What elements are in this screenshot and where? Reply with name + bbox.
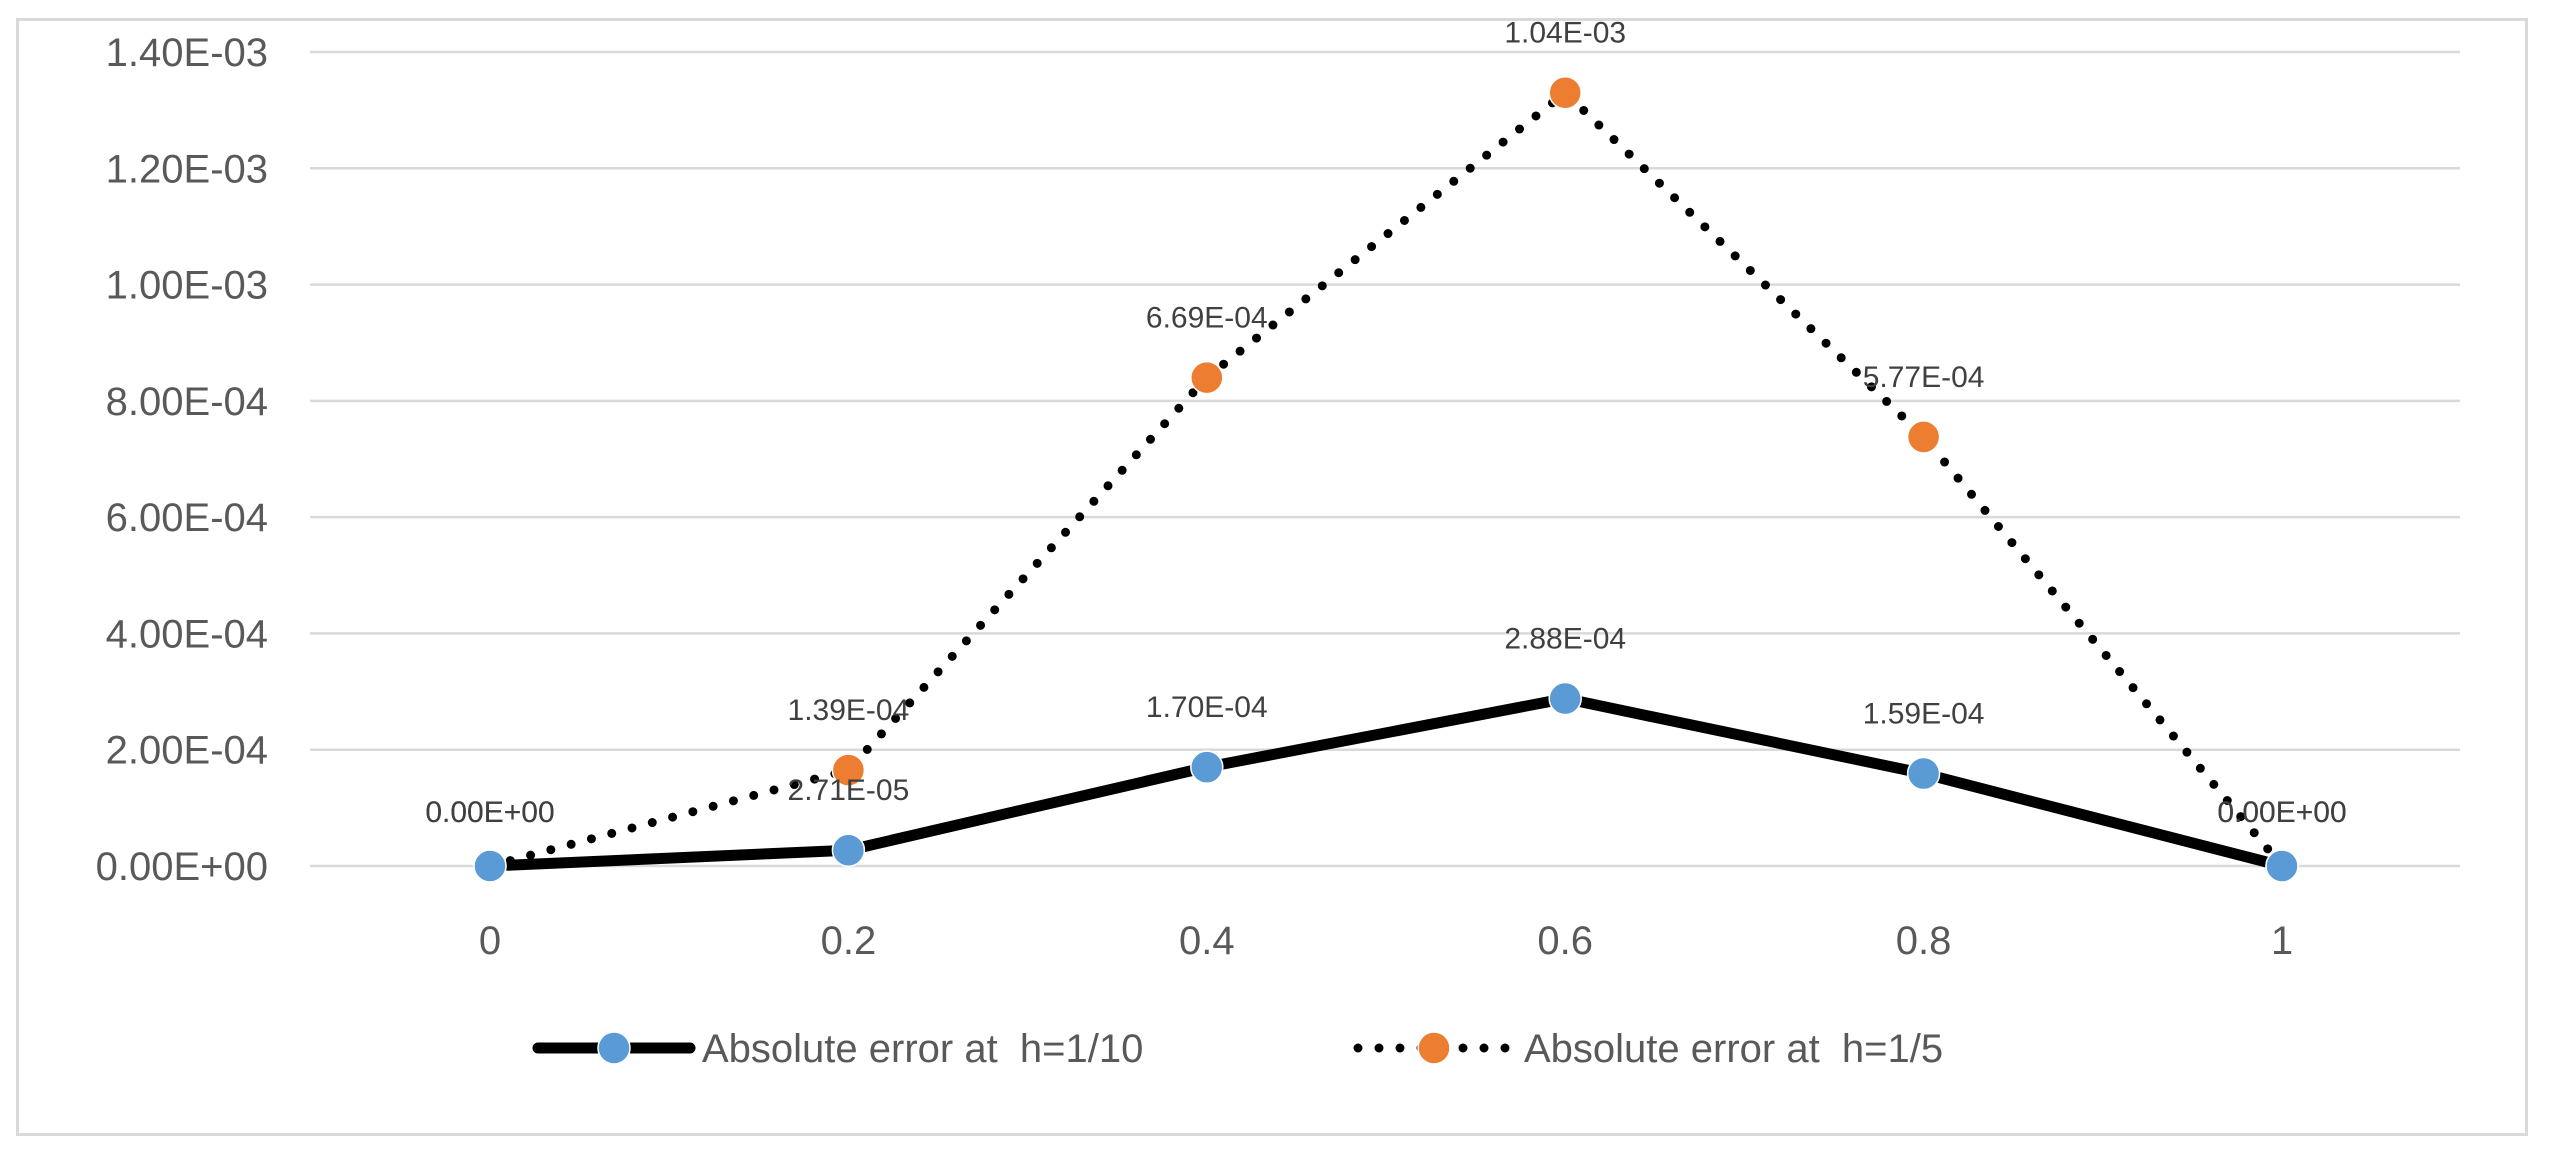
y-tick-label: 1.40E-03: [106, 31, 268, 75]
x-tick-label: 0.6: [1537, 919, 1593, 963]
data-point-series-2: [831, 753, 866, 787]
data-label-series-2: 1.04E-03: [1504, 17, 1626, 50]
legend-marker-2: [1417, 1031, 1451, 1065]
series-markers: [473, 75, 2299, 883]
y-axis-tick-labels: 0.00E+00 2.00E-04 4.00E-04 6.00E-04 8.00E-04…: [96, 31, 268, 889]
series-line-1: [484, 693, 2288, 872]
x-tick-label: 0.8: [1896, 919, 1952, 963]
data-point-series-1: [1906, 756, 1941, 791]
data-label-series-1: 2.71E-05: [788, 774, 910, 807]
x-tick-label: 1: [2271, 919, 2293, 963]
series-lines: [484, 86, 2288, 872]
gridlines: [310, 50, 2460, 868]
data-point-series-1: [2265, 849, 2299, 883]
data-label-series-2: 5.77E-04: [1863, 361, 1985, 394]
y-tick-label: 2.00E-04: [106, 729, 268, 773]
data-label-series-2: 0.00E+00: [425, 796, 554, 829]
data-label-series-1: 0.00E+00: [425, 796, 554, 829]
y-tick-label: 4.00E-04: [106, 612, 268, 656]
legend-label-1: Absolute error at h=1/10: [702, 1027, 1143, 1071]
data-label-series-1: 1.59E-04: [1863, 698, 1985, 731]
legend: Absolute error at h=1/10 Absolute error a…: [532, 1027, 1943, 1071]
data-point-series-2: [1190, 360, 1224, 395]
chart-area: [16, 18, 2528, 1136]
legend-label-2: Absolute error at h=1/5: [1524, 1027, 1943, 1071]
data-label-series-2: 6.69E-04: [1146, 302, 1268, 335]
data-label-series-1: 1.70E-04: [1146, 691, 1268, 724]
data-point-series-2: [1548, 75, 1582, 110]
y-tick-label: 1.20E-03: [106, 147, 268, 191]
data-label-series-1: 2.88E-04: [1504, 623, 1626, 656]
y-tick-label: 6.00E-04: [106, 496, 268, 540]
data-label-series-2: 0.00E+00: [2217, 796, 2346, 829]
data-point-series-1: [1548, 681, 1582, 716]
x-axis-tick-labels: 0 0.2 0.4 0.6 0.8 1: [479, 919, 2293, 963]
y-tick-label: 1.00E-03: [106, 264, 268, 308]
data-label-series-1: 0.00E+00: [2217, 796, 2346, 829]
x-tick-label: 0: [479, 919, 501, 963]
data-point-series-1: [1190, 750, 1224, 784]
data-label-series-2: 1.39E-04: [788, 694, 910, 727]
legend-marker-1: [597, 1031, 631, 1065]
data-labels: 0.00E+00 2.71E-05 1.70E-04 2.88E-04 1.59E-04…: [425, 17, 2346, 829]
series-line-2: [485, 86, 2287, 871]
x-tick-label: 0.4: [1179, 919, 1235, 963]
data-point-series-2: [1906, 420, 1941, 454]
y-tick-label: 0.00E+00: [96, 845, 268, 889]
x-tick-label: 0.2: [821, 919, 877, 963]
data-point-series-1: [831, 833, 866, 867]
y-tick-label: 8.00E-04: [106, 380, 268, 424]
data-point-series-1: [473, 849, 507, 883]
